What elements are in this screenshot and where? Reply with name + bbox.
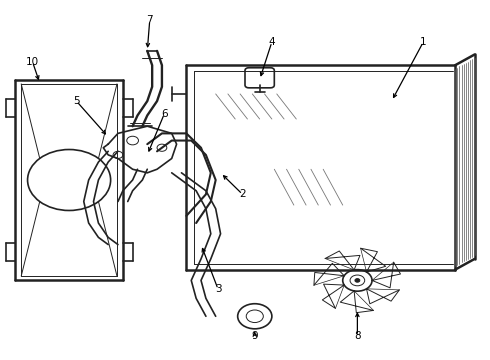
Text: 3: 3 xyxy=(215,284,221,294)
Circle shape xyxy=(355,279,360,282)
Text: 7: 7 xyxy=(147,15,153,26)
Text: 4: 4 xyxy=(269,37,275,47)
Text: 1: 1 xyxy=(420,37,427,47)
Text: 10: 10 xyxy=(26,57,39,67)
Text: 5: 5 xyxy=(73,96,80,106)
Text: 8: 8 xyxy=(354,331,361,341)
Text: 2: 2 xyxy=(239,189,246,199)
Text: 6: 6 xyxy=(161,109,168,119)
Text: 9: 9 xyxy=(251,331,258,341)
